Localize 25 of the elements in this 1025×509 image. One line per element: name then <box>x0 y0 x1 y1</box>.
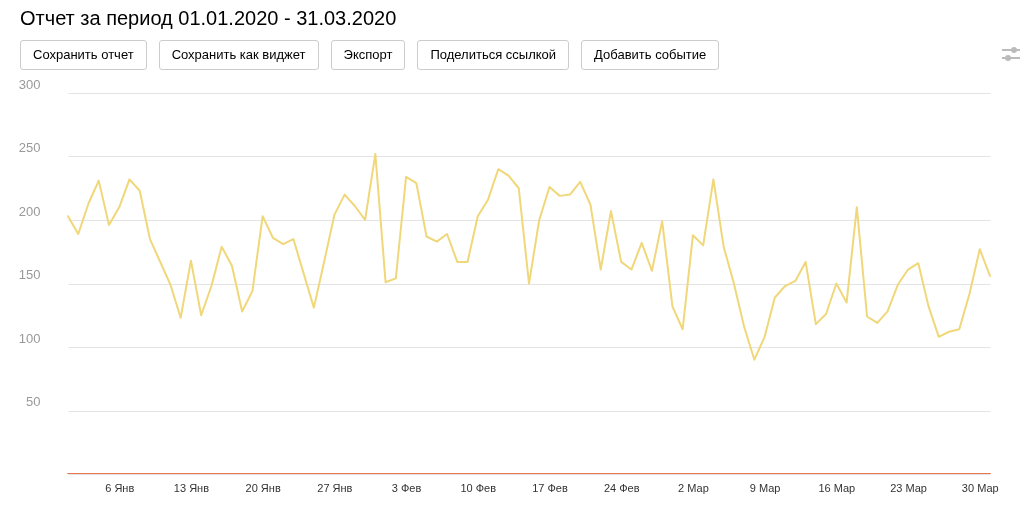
x-tick-label: 20 Янв <box>245 481 281 494</box>
x-tick-label: 13 Янв <box>173 481 210 494</box>
text: Поделиться ссылкой <box>417 40 570 70</box>
text: Сохранить как виджет <box>158 40 319 70</box>
text: Экспорт <box>330 40 406 70</box>
x-tick-label: 17 Фев <box>532 481 568 494</box>
y-tick-label: 50 <box>26 394 41 409</box>
x-tick-label: 2 Мар <box>678 481 709 494</box>
x-tick-label: 24 Фев <box>603 481 640 494</box>
y-tick-label: 200 <box>18 203 41 219</box>
y-tick-label: 300 <box>18 76 41 92</box>
y-tick-label: 100 <box>18 330 41 346</box>
x-tick-label: 23 Мар <box>890 481 927 494</box>
x-tick-label: 30 Мар <box>961 481 999 494</box>
x-tick-label: 16 Мар <box>818 481 856 494</box>
text: Сохранить отчет <box>20 40 147 70</box>
x-tick-label: 27 Янв <box>317 481 353 494</box>
text: Добавить событие <box>581 40 720 70</box>
x-tick-label: 10 Фев <box>460 481 497 494</box>
x-tick-label: 3 Фев <box>391 481 422 494</box>
x-tick-label: 6 Янв <box>105 481 135 494</box>
chart-title: Отчет за период 01.01.2020 - 31.03.2020 <box>20 7 397 30</box>
y-tick-label: 150 <box>18 267 41 282</box>
y-tick-label: 250 <box>18 140 41 155</box>
x-tick-label: 9 Мар <box>749 481 781 494</box>
